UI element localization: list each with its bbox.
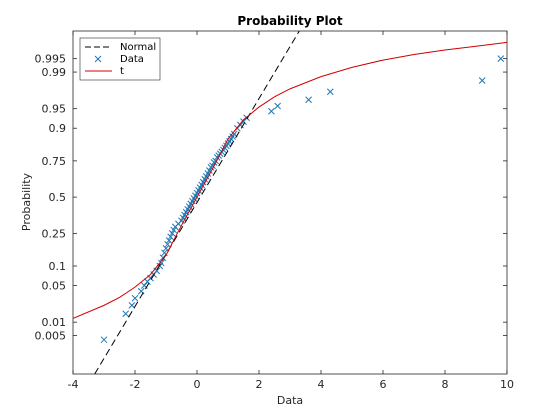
y-axis-label: Probability [20, 172, 33, 231]
y-tick-label: 0.005 [35, 330, 67, 343]
data-point [240, 118, 247, 125]
data-point [165, 237, 173, 244]
data-point [167, 233, 175, 241]
y-tick-label: 0.1 [49, 260, 67, 273]
data-point [326, 88, 334, 96]
x-tick-label: 6 [380, 378, 387, 391]
plot-area [72, 30, 508, 375]
y-tick-label: 0.75 [42, 155, 67, 168]
legend-data-label: Data [120, 54, 144, 65]
legend-t-label: t [120, 66, 124, 77]
data-point [131, 294, 139, 302]
x-tick-label: 0 [194, 378, 201, 391]
x-tick-label: 10 [500, 378, 514, 391]
y-tick-label: 0.5 [49, 191, 67, 204]
chart-title: Probability Plot [237, 14, 342, 28]
x-tick-label: 4 [318, 378, 325, 391]
data-point [122, 310, 130, 318]
x-tick-label: 2 [256, 378, 263, 391]
data-point [168, 230, 176, 237]
x-tick-label: -4 [68, 378, 79, 391]
y-tick-label: 0.995 [35, 53, 67, 66]
t-distribution-line [73, 41, 507, 319]
y-tick-label: 0.99 [42, 66, 67, 79]
legend-box [79, 37, 161, 81]
x-tick-label: 8 [442, 378, 449, 391]
data-point [164, 240, 171, 248]
y-tick-label: 0.01 [42, 316, 67, 329]
data-point [209, 162, 216, 170]
data-point [268, 107, 275, 115]
y-tick-label: 0.05 [42, 280, 67, 293]
y-tick-label: 0.95 [42, 103, 67, 116]
chart-marks [73, 31, 507, 374]
data-point [170, 226, 178, 234]
legend: Normal Data t [79, 37, 161, 81]
data-point [100, 336, 108, 344]
normal-reference-line [94, 31, 300, 374]
data-point [274, 102, 281, 110]
x-tick-label: -2 [130, 378, 141, 391]
data-point [497, 55, 505, 63]
legend-normal-label: Normal [120, 42, 156, 53]
legend-data-swatch [94, 55, 102, 63]
y-tick-label: 0.9 [49, 122, 67, 135]
data-point [478, 77, 486, 84]
data-point [305, 96, 312, 104]
x-axis-label: Data [277, 394, 303, 407]
y-tick-label: 0.25 [42, 227, 67, 240]
